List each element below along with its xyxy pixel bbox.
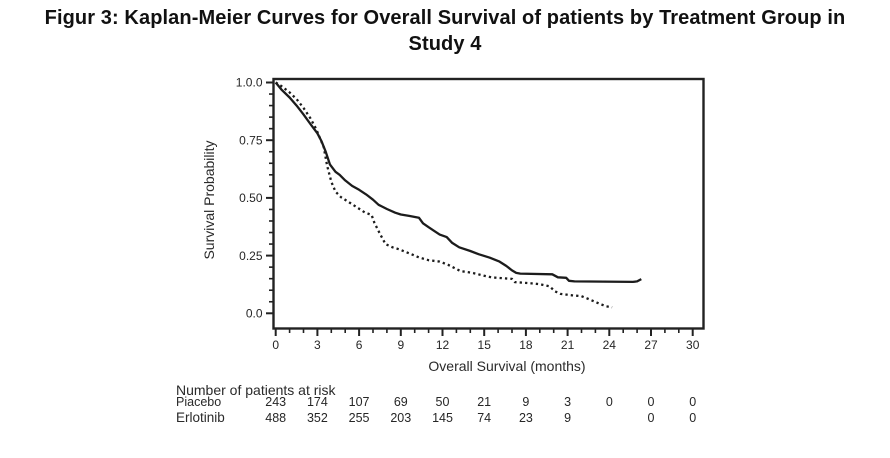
risk-count: 9 bbox=[564, 411, 571, 425]
y-tick-label: 0.75 bbox=[239, 133, 263, 147]
risk-count: 243 bbox=[265, 395, 286, 409]
x-tick-label: 24 bbox=[603, 338, 617, 352]
curve-erlotinib bbox=[274, 81, 642, 284]
risk-row-label-erlotinib: Erlotinib bbox=[176, 410, 225, 425]
risk-count: 0 bbox=[689, 395, 696, 409]
risk-count: 174 bbox=[307, 395, 328, 409]
y-tick-label: 0.50 bbox=[239, 191, 263, 205]
risk-count: 0 bbox=[648, 411, 655, 425]
risk-count: 21 bbox=[477, 395, 491, 409]
risk-count: 255 bbox=[349, 411, 370, 425]
x-tick-label: 9 bbox=[397, 338, 404, 352]
y-tick-label: 1.0.0 bbox=[236, 76, 263, 90]
risk-count: 3 bbox=[564, 395, 571, 409]
x-axis-title: Overall Survival (months) bbox=[428, 358, 586, 374]
risk-count: 23 bbox=[519, 411, 533, 425]
risk-count: 107 bbox=[349, 395, 370, 409]
x-tick-label: 3 bbox=[314, 338, 321, 352]
x-tick-label: 15 bbox=[478, 338, 492, 352]
risk-count: 0 bbox=[606, 395, 613, 409]
risk-count: 9 bbox=[522, 395, 529, 409]
x-tick-label: 30 bbox=[686, 338, 700, 352]
x-tick-label: 0 bbox=[272, 338, 279, 352]
risk-table-header: Number of patients at risk bbox=[176, 382, 336, 398]
risk-count: 0 bbox=[689, 411, 696, 425]
figure-title-line2: Study 4 bbox=[408, 33, 482, 55]
risk-count: 203 bbox=[390, 411, 411, 425]
risk-count: 50 bbox=[436, 395, 450, 409]
risk-count: 488 bbox=[265, 411, 286, 425]
figure-title-line1: Figur 3: Kaplan-Meier Curves for Overall… bbox=[44, 7, 846, 29]
x-tick-label: 12 bbox=[436, 338, 450, 352]
plot-box bbox=[272, 77, 705, 330]
x-tick-label: 6 bbox=[356, 338, 363, 352]
risk-count: 69 bbox=[394, 395, 408, 409]
curve-piacebo bbox=[275, 81, 613, 309]
risk-count: 0 bbox=[648, 395, 655, 409]
risk-count: 352 bbox=[307, 411, 328, 425]
y-tick-label: 0.25 bbox=[239, 249, 263, 263]
risk-count: 74 bbox=[477, 411, 491, 425]
y-tick-label: 0.0 bbox=[246, 307, 263, 321]
risk-count: 145 bbox=[432, 411, 453, 425]
risk-row-label-placebo: Piacebo bbox=[176, 395, 222, 409]
x-tick-label: 21 bbox=[561, 338, 575, 352]
x-tick-label: 27 bbox=[644, 338, 658, 352]
x-tick-label: 18 bbox=[519, 338, 533, 352]
